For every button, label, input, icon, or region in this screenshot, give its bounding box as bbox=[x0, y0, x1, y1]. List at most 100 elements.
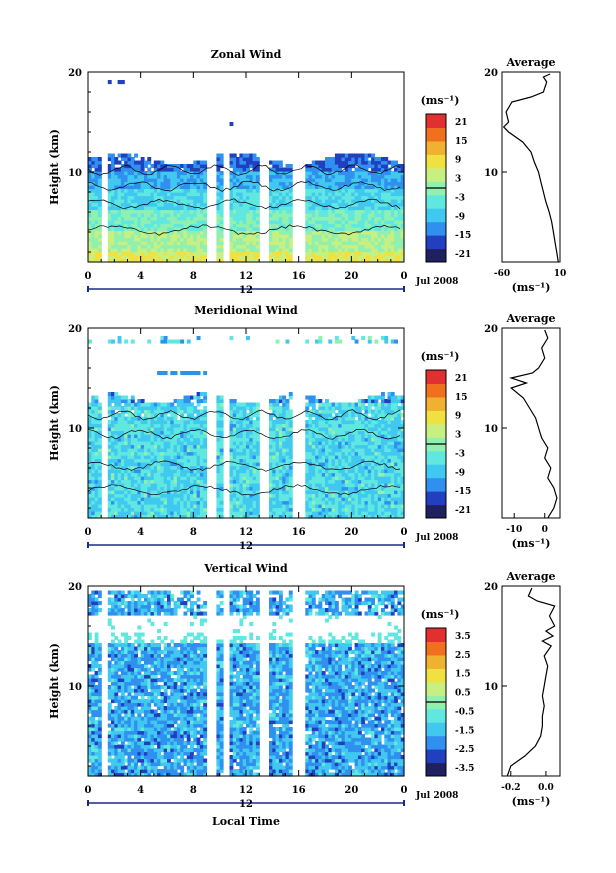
colorbar-tick-label: 0.5 bbox=[455, 689, 471, 699]
profile-line bbox=[508, 329, 558, 519]
profile-title: Average bbox=[505, 56, 555, 69]
y-tick-label: 10 bbox=[68, 682, 82, 693]
x-tick-label: 16 bbox=[292, 271, 306, 282]
x-axis-label: Local Time bbox=[212, 815, 280, 828]
x-tick-label: 0 bbox=[85, 527, 92, 538]
profile-x-tick-label: -10 bbox=[506, 525, 522, 535]
profile-frame bbox=[501, 585, 561, 777]
colorbar-swatch bbox=[426, 668, 446, 683]
x-tick-label: 8 bbox=[190, 271, 197, 282]
x-tick-label: 20 bbox=[344, 527, 358, 538]
profile-y-tick-label: 20 bbox=[484, 324, 498, 335]
y-tick-label: 10 bbox=[68, 424, 82, 435]
colorbar-tick-label: 15 bbox=[455, 393, 468, 403]
profile-x-tick-label: -0.2 bbox=[501, 783, 520, 793]
panel-title: Meridional Wind bbox=[194, 304, 298, 317]
panel-3: Vertical Wind 0 4 8 12 16 20 0 10 20 Height (km) 12… bbox=[48, 562, 561, 828]
colorbar-tick-label: -3 bbox=[455, 193, 465, 203]
colorbar-swatch bbox=[426, 114, 446, 128]
colorbar-swatch bbox=[426, 628, 446, 642]
colorbar-tick-label: 9 bbox=[455, 412, 461, 422]
profile-x-tick-label: 0.0 bbox=[538, 783, 554, 793]
colorbar-swatch bbox=[426, 140, 446, 155]
colorbar-swatch bbox=[426, 491, 446, 506]
colorbar-swatch bbox=[426, 396, 446, 411]
month-label: Jul 2008 bbox=[415, 791, 458, 801]
contour-line bbox=[87, 224, 401, 236]
heatmap-cells bbox=[88, 336, 405, 519]
colorbar-swatch bbox=[426, 208, 446, 223]
x-tick-label: 0 bbox=[85, 271, 92, 282]
day-label: 12 bbox=[239, 285, 253, 296]
contour-line bbox=[87, 409, 401, 421]
heatmap-cells bbox=[88, 80, 405, 263]
x-tick-label: 12 bbox=[239, 785, 253, 796]
colorbar-tick-label: -3.5 bbox=[455, 764, 474, 774]
colorbar-tick-label: 21 bbox=[455, 118, 468, 128]
day-label: 12 bbox=[239, 799, 253, 810]
colorbar-tick-label: -1.5 bbox=[455, 726, 474, 736]
profile-line bbox=[502, 73, 559, 263]
x-tick-label: 12 bbox=[239, 271, 253, 282]
colorbar-swatch bbox=[426, 127, 446, 142]
panel-1: Zonal Wind 0 4 8 12 16 20 0 10 20 Height (km) 12 Jul… bbox=[48, 48, 566, 296]
colorbar-tick-label: 9 bbox=[455, 156, 461, 166]
profile-title: Average bbox=[505, 312, 555, 325]
colorbar-tick-label: 21 bbox=[455, 374, 468, 384]
colorbar-tick-label: -3 bbox=[455, 449, 465, 459]
colorbar-tick-label: -9 bbox=[455, 468, 465, 478]
colorbar-swatch bbox=[426, 708, 446, 723]
day-label: 12 bbox=[239, 541, 253, 552]
colorbar-tick-label: 15 bbox=[455, 137, 468, 147]
profile-line bbox=[506, 587, 556, 777]
colorbar-swatch bbox=[426, 735, 446, 750]
colorbar-swatch bbox=[426, 477, 446, 492]
colorbar-tick-label: 2.5 bbox=[455, 651, 471, 661]
colorbar-tick-label: 3.5 bbox=[455, 632, 471, 642]
profile-y-tick-label: 10 bbox=[484, 424, 498, 435]
colorbar-tick-label: -9 bbox=[455, 212, 465, 222]
y-tick-label: 10 bbox=[68, 168, 82, 179]
panel-2: Meridional Wind 0 4 8 12 16 20 0 10 20 Height (km)… bbox=[48, 304, 561, 552]
colorbar-tick-label: -15 bbox=[455, 487, 471, 497]
contour-lines bbox=[87, 164, 401, 236]
month-label: Jul 2008 bbox=[415, 533, 458, 543]
colorbar-swatch bbox=[426, 154, 446, 169]
colorbar-unit-label: (ms⁻¹) bbox=[421, 94, 460, 107]
colorbar-swatch bbox=[426, 194, 446, 209]
colorbar-swatch bbox=[426, 654, 446, 669]
profile-x-label: (ms⁻¹) bbox=[512, 281, 551, 294]
contour-line bbox=[87, 198, 401, 210]
panel-title: Vertical Wind bbox=[203, 562, 288, 575]
profile-x-label: (ms⁻¹) bbox=[512, 795, 551, 808]
month-label: Jul 2008 bbox=[415, 277, 458, 287]
colorbar-swatch bbox=[426, 641, 446, 656]
x-tick-label: 20 bbox=[344, 785, 358, 796]
x-tick-label: 4 bbox=[137, 785, 144, 796]
colorbar-swatch bbox=[426, 248, 446, 263]
contour-line bbox=[87, 484, 401, 496]
colorbar-swatch bbox=[426, 410, 446, 425]
x-tick-label: 12 bbox=[239, 527, 253, 538]
y-tick-label: 20 bbox=[68, 68, 82, 79]
profile-frame bbox=[501, 71, 561, 263]
x-tick-label: 0 bbox=[85, 785, 92, 796]
colorbar-swatch bbox=[426, 762, 446, 777]
contour-line bbox=[87, 428, 401, 440]
colorbar-swatch bbox=[426, 464, 446, 479]
panel-title: Zonal Wind bbox=[211, 48, 282, 61]
y-axis-label: Height (km) bbox=[48, 643, 61, 719]
x-tick-label: 0 bbox=[401, 271, 408, 282]
colorbar-swatch bbox=[426, 235, 446, 250]
profile-x-tick-label: 10 bbox=[554, 269, 567, 279]
profile-y-tick-label: 10 bbox=[484, 168, 498, 179]
colorbar-swatch bbox=[426, 221, 446, 236]
x-tick-label: 16 bbox=[292, 527, 306, 538]
contour-lines bbox=[87, 409, 401, 496]
colorbar-unit-label: (ms⁻¹) bbox=[421, 350, 460, 363]
colorbar-tick-label: 1.5 bbox=[455, 670, 471, 680]
x-tick-label: 16 bbox=[292, 785, 306, 796]
y-axis-label: Height (km) bbox=[48, 129, 61, 205]
profile-y-tick-label: 20 bbox=[484, 68, 498, 79]
